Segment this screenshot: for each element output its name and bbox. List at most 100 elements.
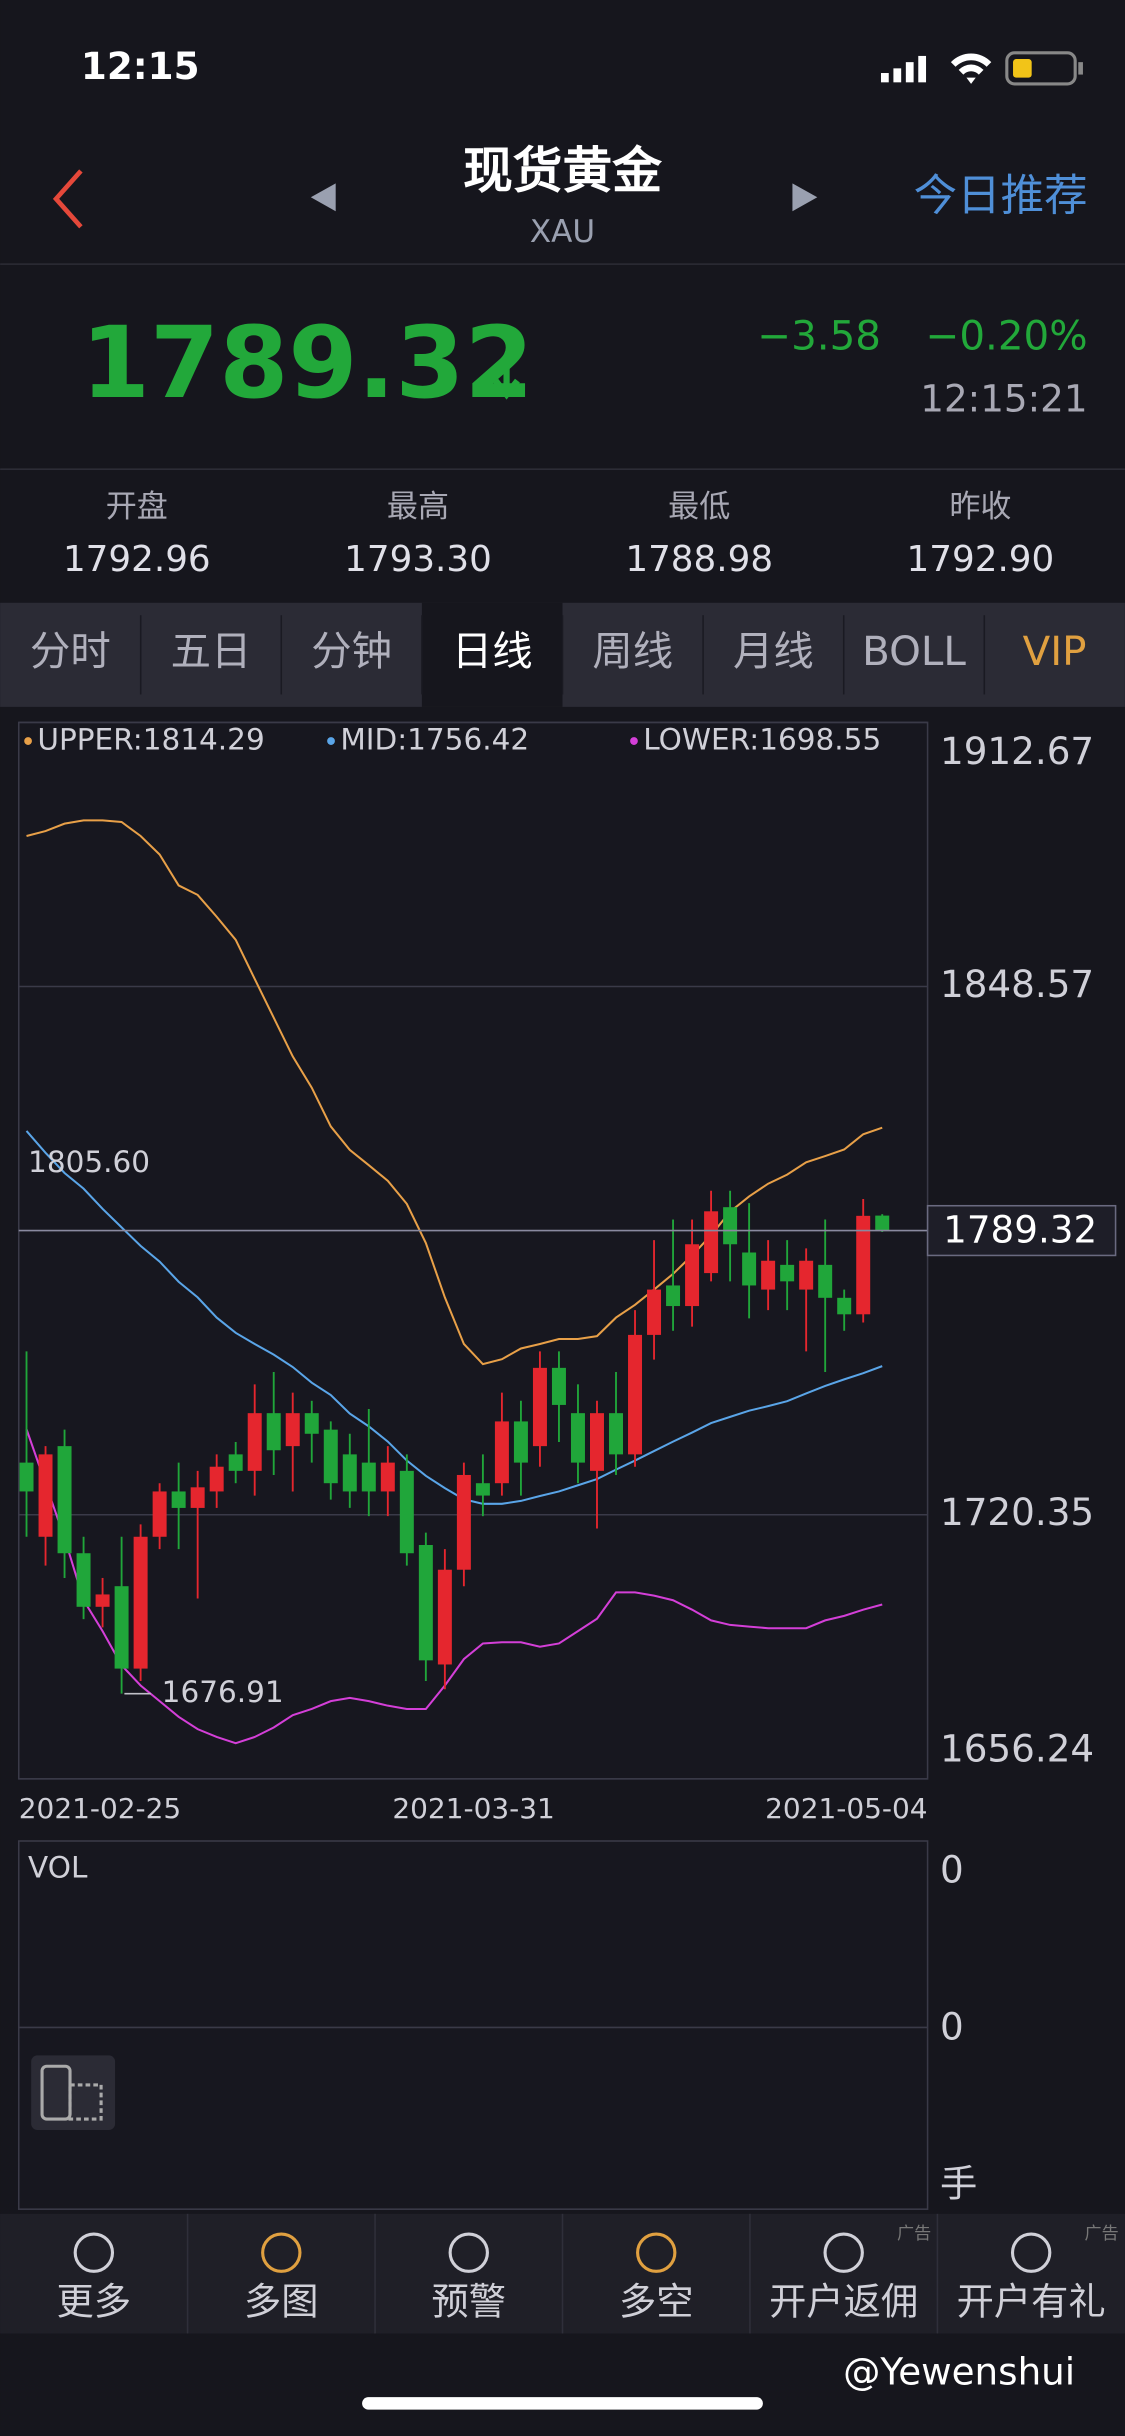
watermark: @Yewenshui	[843, 2349, 1075, 2393]
nav-label[interactable]: 多图	[244, 2279, 319, 2323]
candle-body	[761, 1260, 776, 1290]
candle-body	[57, 1446, 72, 1554]
prev-button[interactable]	[310, 183, 336, 212]
candle-body	[589, 1413, 604, 1471]
candle-body	[685, 1244, 700, 1307]
candle-body	[114, 1586, 129, 1669]
candle-body	[780, 1264, 795, 1282]
stat-value: 1792.96	[63, 539, 211, 580]
legend-label: LOWER:1698.55	[643, 723, 881, 757]
candle-body	[799, 1260, 814, 1290]
boll-line	[25, 1130, 883, 1505]
stat-value: 1793.30	[344, 539, 492, 580]
back-button[interactable]	[52, 169, 83, 229]
min-annotation: 1676.91	[162, 1675, 284, 1709]
nav-icon[interactable]	[448, 2232, 489, 2273]
status-icons	[880, 51, 1083, 86]
title: 现货黄金	[463, 141, 662, 199]
volume-title: VOL	[28, 1850, 88, 1884]
candle-body	[171, 1491, 186, 1508]
candle-body	[570, 1413, 585, 1463]
candle-body	[266, 1413, 281, 1451]
candle-body	[456, 1474, 471, 1570]
stat-label: 最高	[387, 489, 449, 525]
quote-time: 12:15:21	[920, 376, 1087, 420]
nav-label[interactable]: 预警	[432, 2279, 507, 2323]
x-tick-label: 2021-02-25	[19, 1792, 181, 1825]
candle-body	[551, 1367, 566, 1405]
candle-body	[76, 1553, 91, 1607]
volume-unit: 手	[940, 2161, 977, 2205]
ad-tag: 广告	[897, 2224, 931, 2244]
candle-body	[666, 1285, 681, 1307]
y-tick-label: 1912.67	[940, 729, 1094, 773]
tab[interactable]: 日线	[452, 628, 533, 675]
candle-body	[437, 1569, 452, 1665]
y-tick-label: 1720.35	[940, 1490, 1094, 1534]
candle-body	[38, 1454, 53, 1537]
nav-label[interactable]: 多空	[619, 2279, 694, 2323]
x-tick-label: 2021-03-31	[392, 1792, 554, 1825]
tab[interactable]: 月线	[733, 628, 814, 675]
tab[interactable]: 分时	[30, 628, 111, 675]
change: −3.58	[757, 313, 881, 360]
candle-body	[837, 1297, 852, 1315]
home-indicator	[362, 2397, 763, 2410]
rotate-icon[interactable]	[31, 2055, 116, 2130]
candle-body	[152, 1491, 167, 1537]
candle-body	[628, 1334, 643, 1455]
tab[interactable]: 五日	[171, 628, 252, 675]
candle-body	[19, 1462, 34, 1492]
max-annotation: 1805.60	[28, 1145, 150, 1179]
volume-frame	[17, 1840, 929, 2210]
nav-label[interactable]: 开户有礼	[957, 2279, 1106, 2323]
candle-body	[609, 1413, 623, 1455]
candle-body	[247, 1413, 262, 1471]
candle-body	[418, 1545, 433, 1661]
boll-line	[25, 1428, 883, 1745]
candle-body	[323, 1429, 338, 1484]
stat-value: 1792.90	[907, 539, 1055, 580]
last-price-box	[926, 1204, 1117, 1257]
candle-body	[875, 1215, 890, 1231]
price: 1789.32	[81, 306, 534, 421]
candle-body	[190, 1487, 205, 1508]
subtitle: XAU	[530, 214, 595, 250]
tab[interactable]: BOLL	[862, 628, 966, 675]
stat-label: 最低	[668, 489, 730, 525]
candle-body	[228, 1454, 243, 1471]
change-pct: −0.20%	[926, 313, 1088, 360]
tab[interactable]: 周线	[592, 628, 673, 675]
nav-label[interactable]: 开户返佣	[769, 2279, 918, 2323]
candle-body	[380, 1462, 395, 1492]
candle-body	[95, 1594, 110, 1607]
recommend-link[interactable]: 今日推荐	[914, 171, 1088, 221]
candle-body	[285, 1413, 300, 1447]
volume-tick-label: 0	[940, 1848, 964, 1892]
nav-icon[interactable]	[1010, 2232, 1052, 2273]
candle-body	[723, 1207, 738, 1245]
candle-body	[647, 1289, 662, 1335]
nav-icon[interactable]	[636, 2232, 677, 2273]
candle-body	[209, 1466, 224, 1492]
next-button[interactable]	[792, 183, 818, 212]
ad-tag: 广告	[1085, 2224, 1119, 2244]
down-arrow	[493, 360, 520, 400]
candle-body	[304, 1413, 319, 1434]
nav-icon[interactable]	[823, 2232, 864, 2273]
nav-icon[interactable]	[261, 2232, 302, 2273]
stat-label: 开盘	[106, 489, 168, 525]
nav-label[interactable]: 更多	[57, 2279, 132, 2323]
volume-tick-label: 0	[940, 2004, 964, 2048]
y-tick-label: 1848.57	[940, 962, 1094, 1006]
tab-selected	[421, 602, 563, 707]
nav-icon[interactable]	[73, 2232, 115, 2273]
tab[interactable]: 分钟	[311, 628, 392, 675]
candle-body	[133, 1536, 148, 1669]
candle-body	[342, 1454, 357, 1492]
legend-dot	[630, 737, 638, 745]
tab[interactable]: VIP	[1023, 628, 1087, 675]
candle-body	[513, 1421, 528, 1463]
